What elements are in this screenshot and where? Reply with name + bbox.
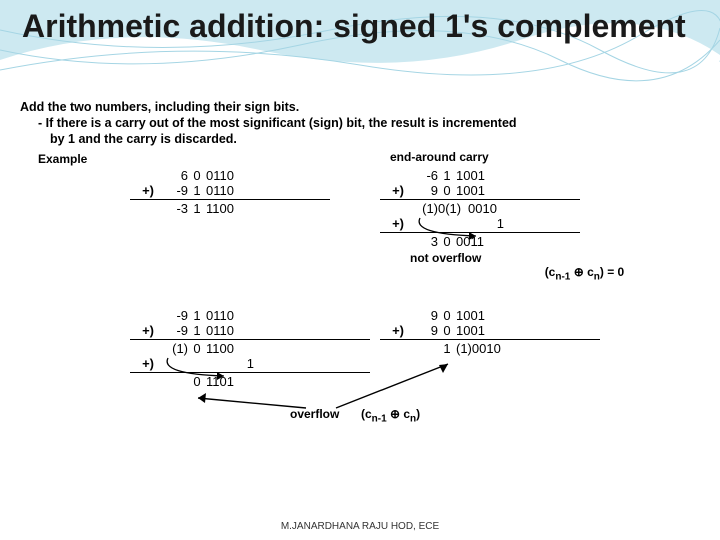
end-around-label: end-around carry [390,150,489,164]
not-overflow-label: not overflow [410,251,481,265]
footer-text: M.JANARDHANA RAJU HOD, ECE [0,521,720,532]
example-1: 60 0110 +)-91 0110 -31 1100 [130,168,330,216]
example-label: Example [38,152,700,166]
overflow-arrow-right-icon [328,358,468,414]
content-area: Add the two numbers, including their sig… [20,100,700,488]
instruction-main: Add the two numbers, including their sig… [20,100,700,114]
slide-title: Arithmetic addition: signed 1's compleme… [22,8,686,45]
overflow-arrow-left-icon [190,368,330,414]
example-4: 90 1001 +)90 1001 1(1)0010 [380,308,600,356]
instruction-sub2: by 1 and the carry is discarded. [50,132,700,146]
examples-area: end-around carry 60 0110 +)-91 0110 -31 … [20,168,700,488]
instruction-sub1: - If there is a carry out of the most si… [38,116,700,130]
carry-arrow-icon [408,212,498,246]
example-2: -61 1001 +)90 1001 (1)0(1)0010 +)1 30 00… [380,168,624,296]
